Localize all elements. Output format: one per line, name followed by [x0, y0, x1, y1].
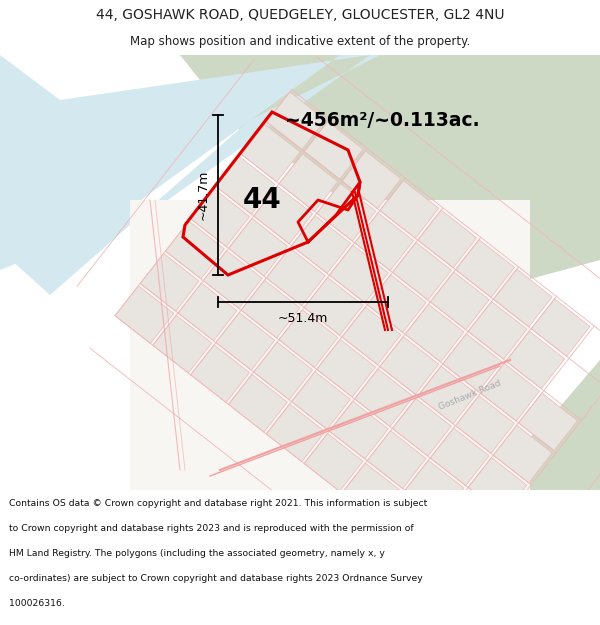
- Polygon shape: [241, 280, 300, 338]
- Polygon shape: [518, 393, 577, 451]
- Polygon shape: [304, 434, 363, 491]
- Polygon shape: [430, 272, 489, 329]
- Polygon shape: [455, 239, 514, 298]
- Polygon shape: [266, 92, 325, 149]
- Polygon shape: [317, 183, 376, 241]
- Polygon shape: [304, 121, 363, 179]
- Polygon shape: [342, 463, 401, 521]
- Polygon shape: [266, 404, 325, 462]
- Text: 44, GOSHAWK ROAD, QUEDGELEY, GLOUCESTER, GL2 4NU: 44, GOSHAWK ROAD, QUEDGELEY, GLOUCESTER,…: [96, 8, 504, 22]
- Polygon shape: [279, 154, 338, 211]
- Text: ~456m²/~0.113ac.: ~456m²/~0.113ac.: [285, 111, 479, 129]
- Polygon shape: [531, 299, 590, 356]
- Polygon shape: [0, 55, 380, 295]
- Polygon shape: [506, 331, 565, 389]
- Text: 100026316.: 100026316.: [9, 599, 65, 608]
- Polygon shape: [180, 55, 600, 290]
- Polygon shape: [266, 248, 325, 306]
- Polygon shape: [418, 366, 476, 424]
- Polygon shape: [304, 278, 363, 335]
- Polygon shape: [392, 242, 451, 300]
- Polygon shape: [292, 216, 350, 273]
- Polygon shape: [430, 428, 489, 486]
- Polygon shape: [493, 425, 552, 483]
- Polygon shape: [254, 186, 313, 244]
- Polygon shape: [241, 124, 300, 182]
- Polygon shape: [355, 369, 413, 427]
- Text: Contains OS data © Crown copyright and database right 2021. This information is : Contains OS data © Crown copyright and d…: [9, 499, 427, 509]
- Polygon shape: [216, 156, 275, 214]
- Polygon shape: [443, 334, 502, 391]
- Polygon shape: [254, 342, 313, 400]
- Polygon shape: [140, 254, 199, 311]
- Polygon shape: [455, 396, 514, 453]
- Polygon shape: [229, 218, 287, 276]
- Polygon shape: [216, 312, 275, 370]
- Polygon shape: [418, 210, 476, 268]
- Polygon shape: [367, 431, 426, 488]
- Polygon shape: [342, 307, 401, 365]
- Polygon shape: [380, 337, 439, 394]
- Text: Map shows position and indicative extent of the property.: Map shows position and indicative extent…: [130, 35, 470, 48]
- Polygon shape: [166, 221, 224, 279]
- Polygon shape: [392, 399, 451, 456]
- Polygon shape: [342, 151, 401, 209]
- Polygon shape: [153, 316, 212, 373]
- Polygon shape: [468, 458, 527, 515]
- Polygon shape: [0, 55, 370, 270]
- Polygon shape: [229, 374, 287, 432]
- Polygon shape: [317, 339, 376, 397]
- Polygon shape: [405, 304, 464, 362]
- Polygon shape: [329, 401, 388, 459]
- Text: 44: 44: [242, 186, 281, 214]
- Polygon shape: [481, 363, 539, 421]
- Text: to Crown copyright and database rights 2023 and is reproduced with the permissio: to Crown copyright and database rights 2…: [9, 524, 413, 533]
- Polygon shape: [367, 275, 426, 332]
- Text: ~41.7m: ~41.7m: [197, 170, 210, 220]
- Polygon shape: [191, 189, 250, 246]
- Polygon shape: [178, 283, 237, 341]
- Polygon shape: [468, 301, 527, 359]
- Polygon shape: [279, 310, 338, 368]
- Polygon shape: [329, 245, 388, 303]
- Polygon shape: [292, 372, 350, 429]
- Polygon shape: [405, 461, 464, 518]
- Polygon shape: [191, 345, 250, 403]
- Polygon shape: [493, 269, 552, 327]
- Text: HM Land Registry. The polygons (including the associated geometry, namely x, y: HM Land Registry. The polygons (includin…: [9, 549, 385, 558]
- Polygon shape: [115, 286, 174, 343]
- Text: Goshawk Road: Goshawk Road: [437, 378, 503, 412]
- Polygon shape: [443, 490, 502, 548]
- Polygon shape: [380, 181, 439, 238]
- Polygon shape: [450, 360, 600, 490]
- Text: ~51.4m: ~51.4m: [278, 312, 328, 325]
- Polygon shape: [203, 251, 262, 308]
- Polygon shape: [355, 213, 413, 271]
- Text: co-ordinates) are subject to Crown copyright and database rights 2023 Ordnance S: co-ordinates) are subject to Crown copyr…: [9, 574, 423, 583]
- Polygon shape: [130, 200, 530, 490]
